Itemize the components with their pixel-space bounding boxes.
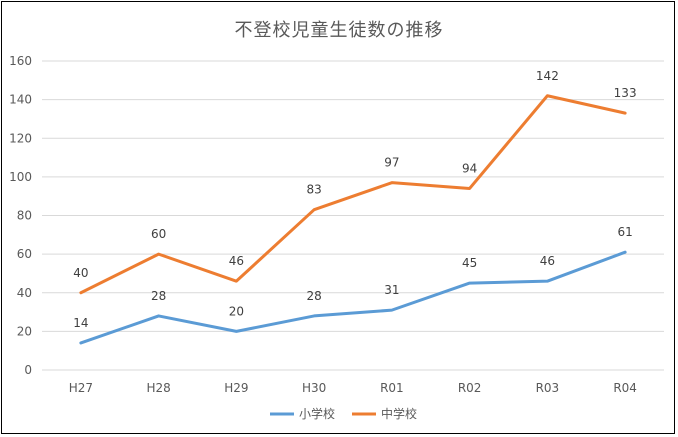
x-tick-label: R03 (536, 381, 560, 395)
chart-title: 不登校児童生徒数の推移 (234, 20, 444, 41)
x-tick-label: H28 (146, 381, 170, 395)
data-label: 97 (384, 156, 399, 170)
y-tick-label: 20 (17, 324, 32, 338)
gridlines (42, 60, 664, 371)
data-label: 61 (617, 225, 632, 239)
data-labels: 14 28 20 28 31 45 46 61 40 60 46 83 97 94 142 133 (73, 69, 636, 330)
x-tick-label: H29 (224, 381, 248, 395)
data-label: 83 (306, 183, 321, 197)
data-label: 28 (151, 289, 166, 303)
data-label: 133 (614, 86, 637, 100)
series-line-2 (79, 94, 627, 295)
data-label: 20 (229, 304, 244, 318)
x-tick-label: H27 (69, 381, 93, 395)
legend-label: 小学校 (299, 406, 335, 421)
data-label: 40 (73, 266, 88, 280)
x-tick-label: R02 (458, 381, 482, 395)
series-line-1 (79, 250, 627, 345)
y-tick-label: 160 (9, 54, 32, 68)
data-label: 28 (306, 289, 321, 303)
data-label: 45 (462, 256, 477, 270)
y-tick-label: 40 (17, 286, 32, 300)
y-tick-label: 80 (17, 209, 32, 223)
x-tick-label: R04 (613, 381, 637, 395)
legend-label: 中学校 (381, 406, 417, 421)
legend: 小学校 中学校 (270, 406, 417, 421)
x-axis-ticks: H27 H28 H29 H30 R01 R02 R03 R04 (69, 381, 637, 395)
data-label: 31 (384, 283, 399, 297)
y-tick-label: 60 (17, 247, 32, 261)
y-axis-ticks: 0 20 40 60 80 100 120 140 160 (9, 54, 32, 377)
data-label: 14 (73, 316, 88, 330)
data-label: 94 (462, 161, 477, 175)
x-tick-label: H30 (302, 381, 326, 395)
data-label: 60 (151, 227, 166, 241)
y-tick-label: 100 (9, 170, 32, 184)
y-tick-label: 0 (24, 363, 32, 377)
data-label: 142 (536, 69, 559, 83)
data-label: 46 (540, 254, 555, 268)
y-tick-label: 120 (9, 131, 32, 145)
y-tick-label: 140 (9, 93, 32, 107)
x-tick-label: R01 (380, 381, 404, 395)
series-lines (79, 94, 627, 345)
data-label: 46 (229, 254, 244, 268)
